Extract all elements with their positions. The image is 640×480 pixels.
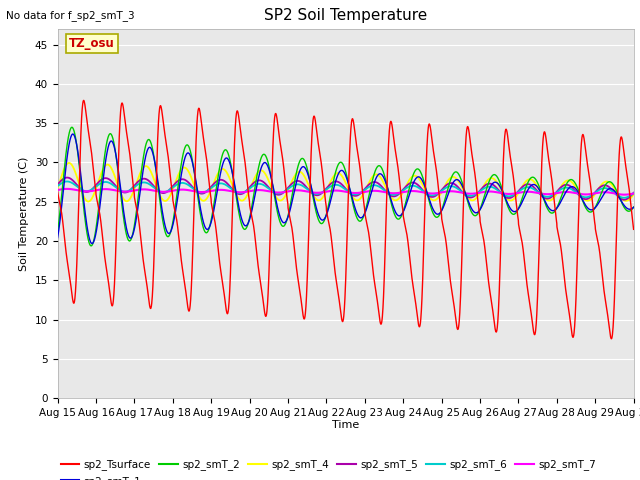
X-axis label: Time: Time bbox=[332, 420, 359, 430]
Legend: sp2_Tsurface, sp2_smT_1, sp2_smT_2, sp2_smT_4, sp2_smT_5, sp2_smT_6, sp2_smT_7: sp2_Tsurface, sp2_smT_1, sp2_smT_2, sp2_… bbox=[56, 456, 600, 480]
Text: No data for f_sp2_smT_3: No data for f_sp2_smT_3 bbox=[6, 10, 135, 21]
Y-axis label: Soil Temperature (C): Soil Temperature (C) bbox=[19, 156, 29, 271]
Title: SP2 Soil Temperature: SP2 Soil Temperature bbox=[264, 9, 428, 24]
Text: TZ_osu: TZ_osu bbox=[69, 37, 115, 50]
